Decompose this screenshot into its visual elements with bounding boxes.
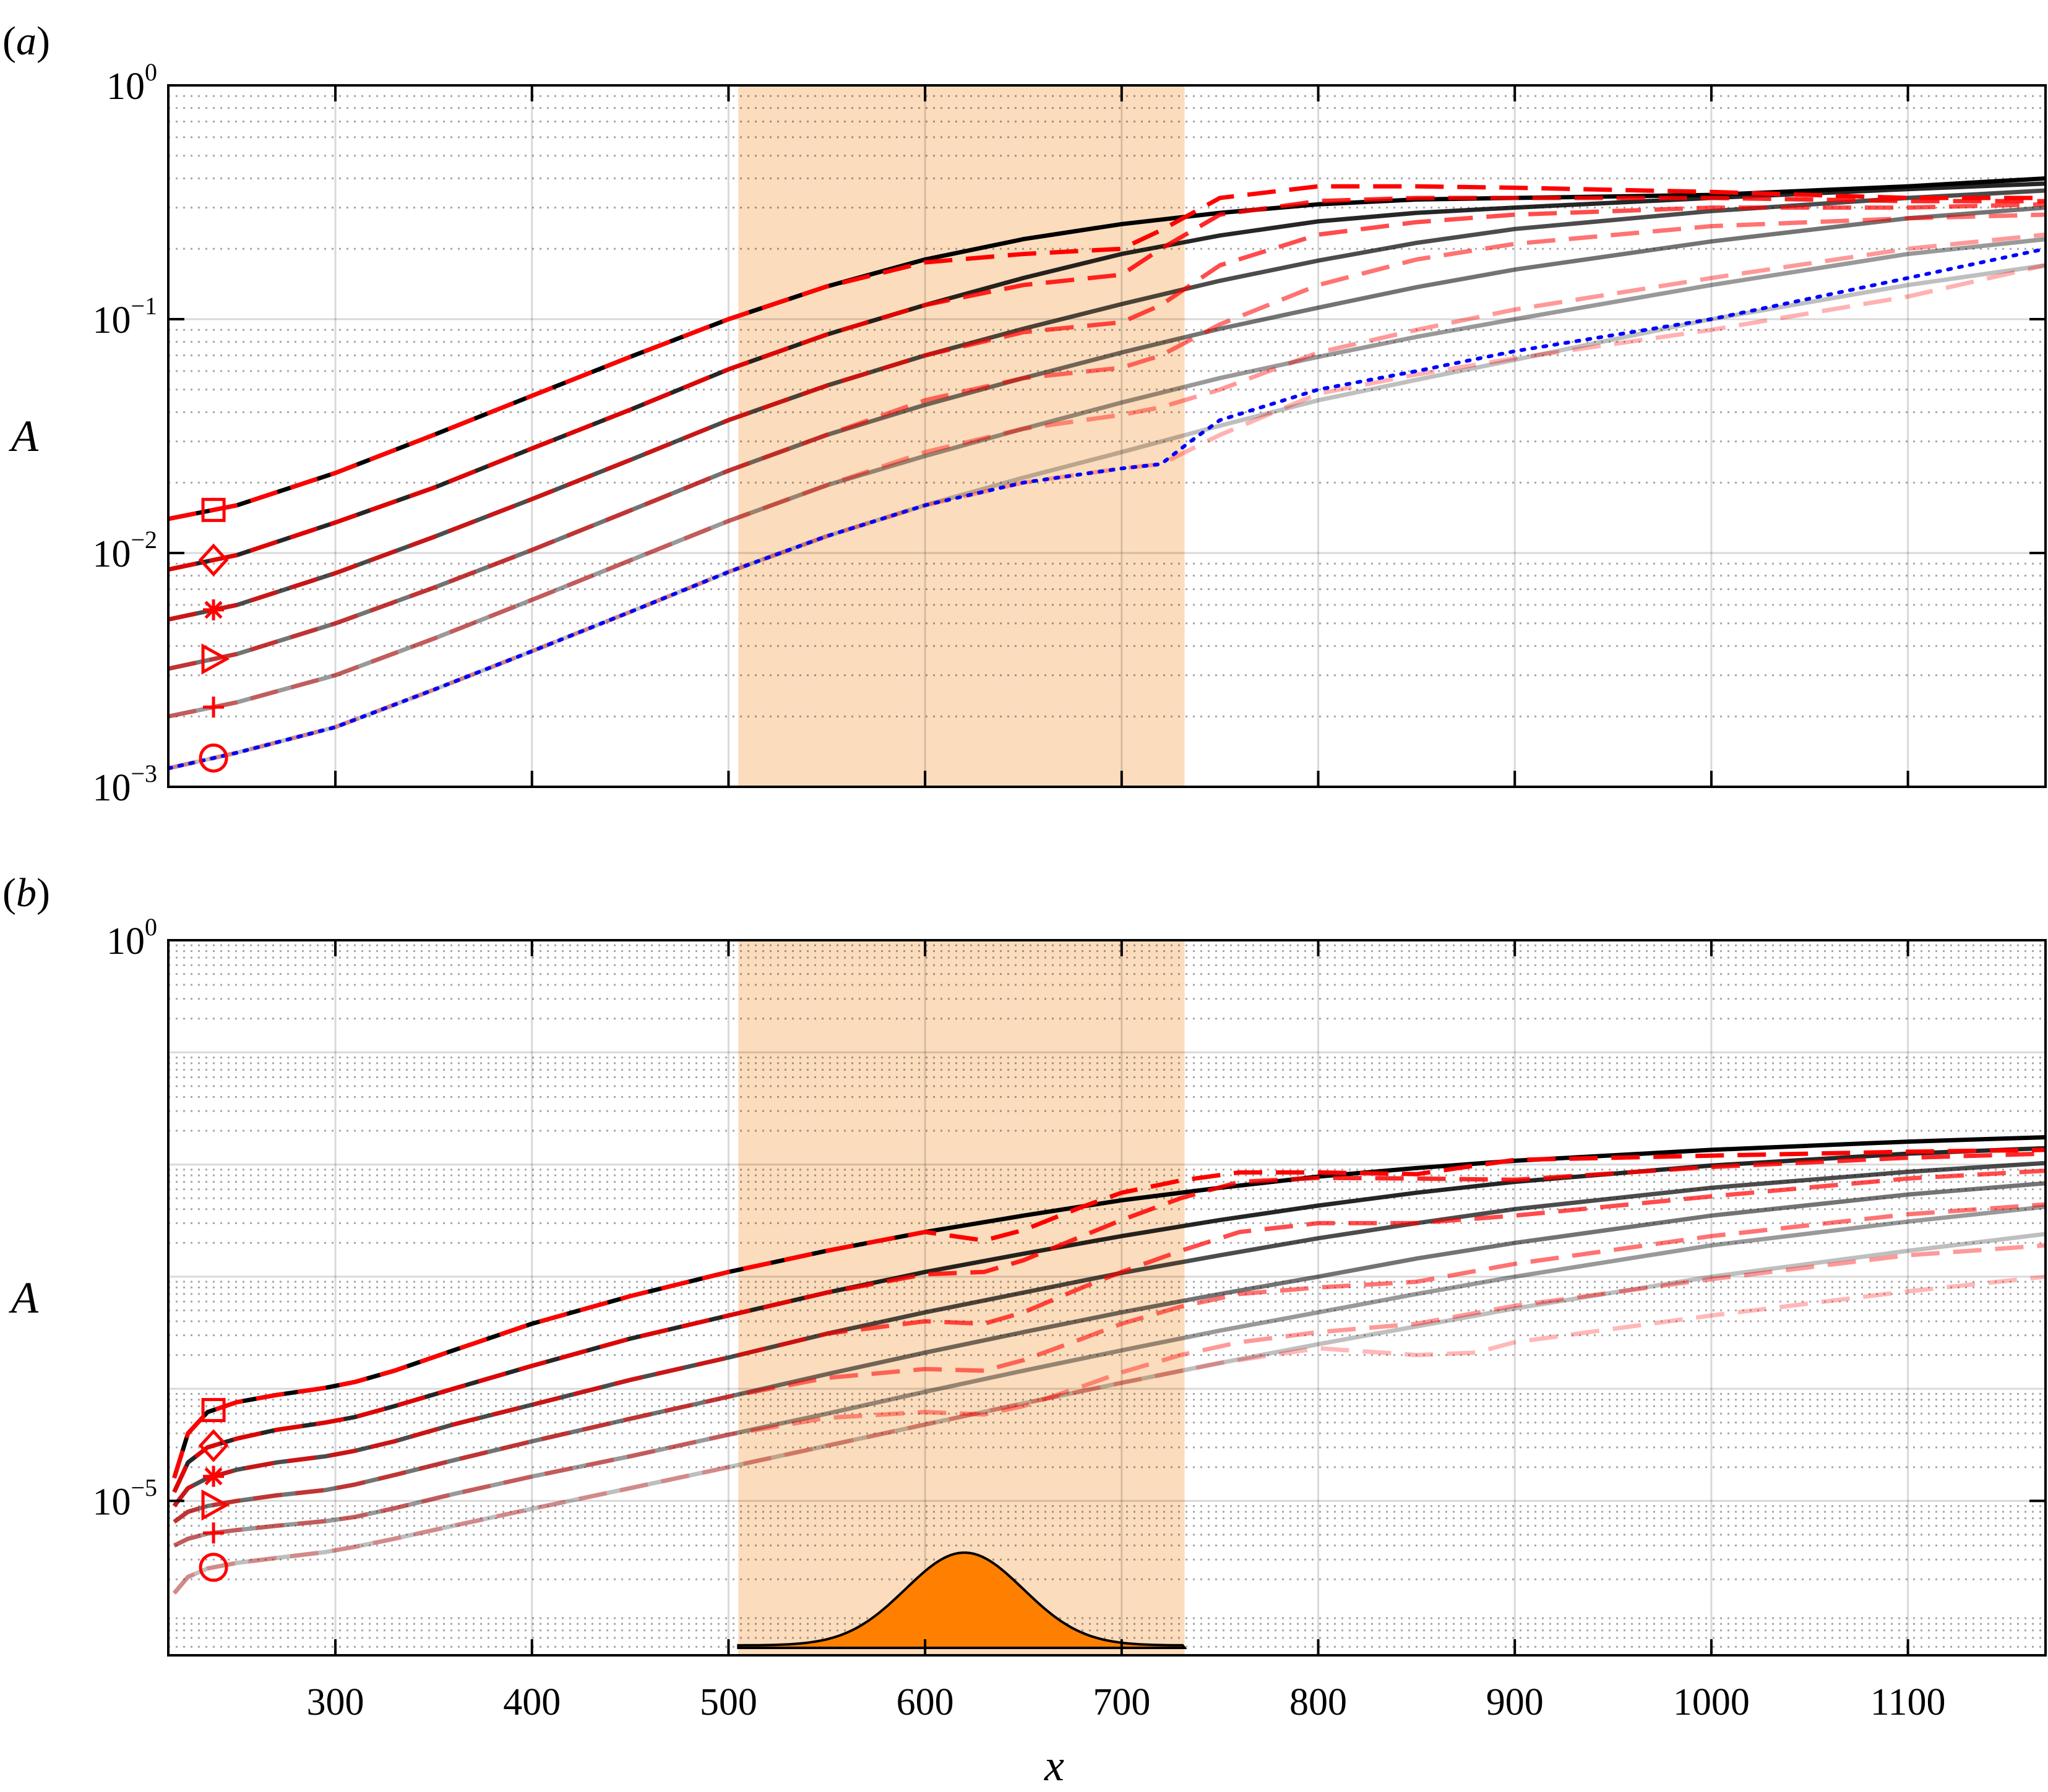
- x-tick-label: 1000: [1673, 1681, 1750, 1723]
- series-line-dashed-7: [168, 184, 2046, 521]
- y-tick-label: 100: [106, 913, 157, 962]
- x-tick-label: 700: [1093, 1681, 1150, 1723]
- series-line-dashed-9: [172, 1168, 2046, 1507]
- series-line-dotted-13: [168, 247, 2046, 771]
- marker-circle: [199, 743, 228, 773]
- x-tick-label: 400: [503, 1681, 561, 1723]
- y-tick-label: 10−3: [92, 760, 157, 809]
- panel-label: (b): [2, 870, 50, 915]
- y-tick-label: 10−2: [92, 526, 157, 575]
- panel-b-chart: 300 400 500 600 700 800 900 1000 1100 100 10−5 Ax (b…: [2, 870, 2047, 1790]
- marker-square: [201, 497, 226, 522]
- series-line-solid-6: [172, 1232, 2046, 1595]
- y-tick-label: 10−1: [92, 292, 157, 341]
- x-tick-label: 1100: [1870, 1681, 1946, 1723]
- series-line-solid-5: [173, 1204, 2046, 1548]
- marker-asterisk: [203, 1465, 225, 1487]
- panel-a-chart: 100 10−1 10−2 10−3 A (a): [2, 19, 2047, 809]
- grid: [168, 940, 2046, 1655]
- series-line-dashed-8: [172, 1151, 2046, 1493]
- marker-triangle-right: [201, 1489, 230, 1521]
- marker-diamond: [198, 1429, 229, 1462]
- series-line-dashed-11: [168, 232, 2046, 719]
- marker-circle: [199, 1553, 228, 1582]
- x-tick-label: 600: [897, 1681, 954, 1723]
- series-line-solid-5: [168, 237, 2046, 719]
- series-group: [172, 1135, 2046, 1595]
- x-tick-label: 300: [307, 1681, 364, 1723]
- series-line-dashed-9: [168, 202, 2046, 622]
- marker-plus: [203, 697, 225, 718]
- marker-diamond: [198, 543, 229, 577]
- series-line-dashed-7: [172, 1147, 2046, 1479]
- x-axis-title: x: [1044, 1741, 1064, 1790]
- series-line-dashed-12: [172, 1274, 2046, 1595]
- series-group: [168, 176, 2046, 771]
- marker-plus: [203, 1522, 225, 1544]
- axes-frame: [167, 84, 2047, 788]
- y-tick-label: 10−5: [92, 1473, 157, 1523]
- bump-profile: [737, 1551, 1187, 1649]
- marker-asterisk: [203, 599, 225, 620]
- series-line-dashed-11: [173, 1243, 2046, 1548]
- series-line-dashed-10: [168, 212, 2046, 671]
- y-axis-title: A: [9, 1273, 39, 1323]
- y-tick-label: 100: [106, 58, 157, 108]
- series-line-dashed-10: [173, 1202, 2046, 1524]
- x-tick-label: 900: [1486, 1681, 1544, 1723]
- y-axis-title: A: [9, 411, 39, 461]
- x-tick-label: 800: [1289, 1681, 1347, 1723]
- panel-label: (a): [2, 19, 50, 64]
- series-line-dashed-8: [168, 195, 2046, 572]
- marker-triangle-right: [201, 643, 230, 675]
- x-tick-label: 500: [700, 1681, 757, 1723]
- axes-frame: [167, 939, 2047, 1657]
- shaded-region: [738, 85, 1185, 787]
- marker-square: [201, 1398, 226, 1423]
